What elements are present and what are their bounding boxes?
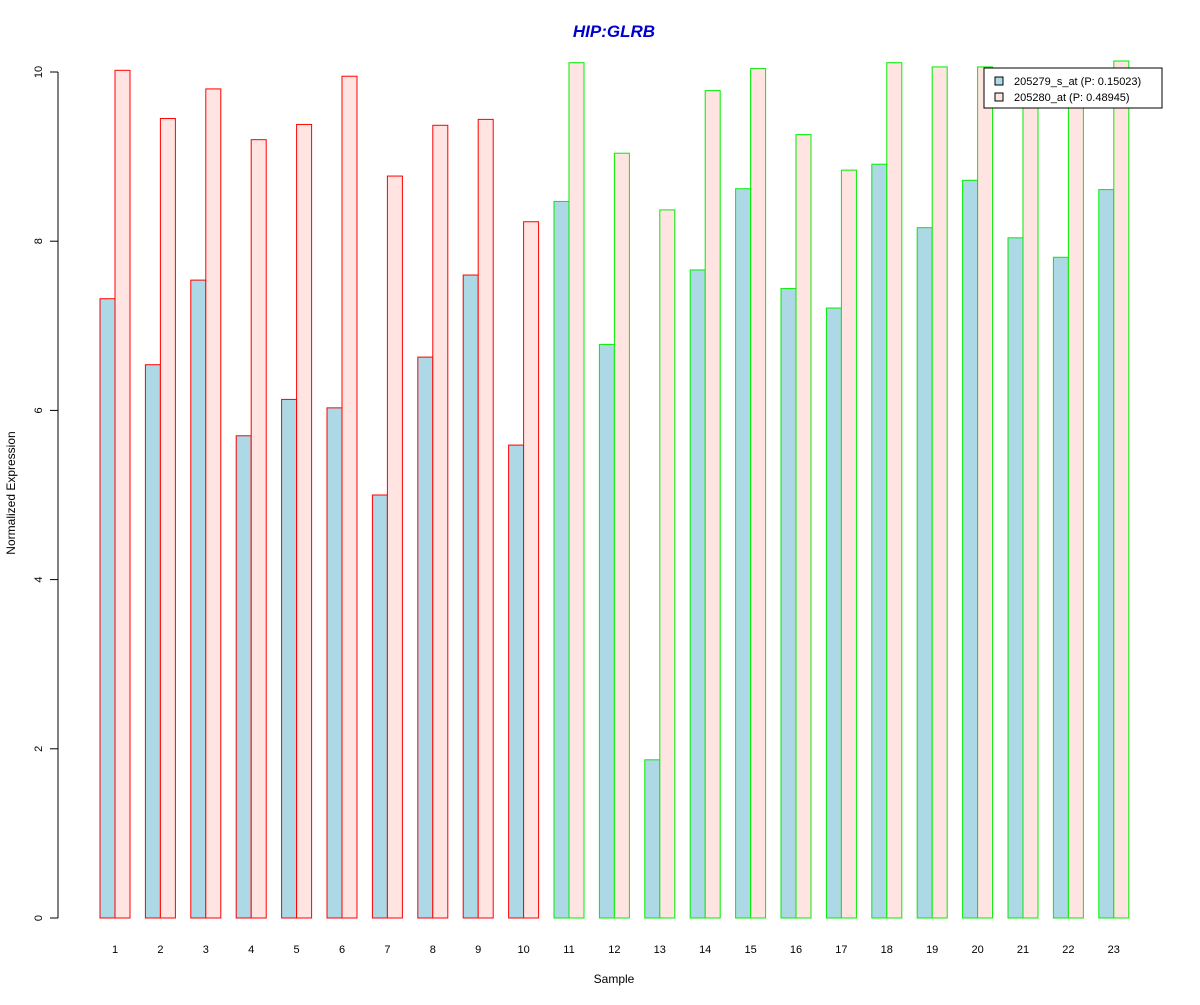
- bar-sample-16-series-2: [795, 134, 812, 919]
- bar-sample-8-series-2: [432, 124, 449, 919]
- bar-sample-10-series-1: [508, 444, 525, 919]
- bar-sample-1-series-1: [99, 298, 116, 919]
- legend-entry: 205279_s_at (P: 0.15023): [1014, 76, 1141, 88]
- chart-title: HIP:GLRB: [573, 22, 655, 41]
- bar-sample-2-series-1: [144, 364, 161, 919]
- bar-sample-5-series-2: [296, 123, 313, 919]
- x-tick-label: 2: [157, 944, 163, 956]
- x-tick-label: 20: [971, 944, 983, 956]
- bar-sample-3-series-1: [190, 279, 207, 919]
- bar-sample-21-series-1: [1007, 237, 1024, 919]
- y-tick-label: 6: [33, 407, 45, 413]
- bar-sample-21-series-2: [1022, 83, 1039, 919]
- bar-sample-3-series-2: [205, 88, 222, 919]
- x-tick-label: 17: [835, 944, 847, 956]
- x-axis-label: Sample: [594, 972, 635, 986]
- x-tick-label: 11: [563, 944, 574, 956]
- x-tick-label: 13: [654, 944, 666, 956]
- legend: 205279_s_at (P: 0.15023) 205280_at (P: 0.…: [983, 67, 1163, 109]
- bar-sample-20-series-2: [977, 66, 994, 919]
- bar-sample-4-series-1: [235, 435, 252, 919]
- x-tick-label: 3: [203, 944, 209, 956]
- legend-swatch: [994, 76, 1004, 86]
- bar-sample-6-series-2: [341, 75, 358, 919]
- x-tick-label: 1: [112, 944, 118, 956]
- bar-sample-13-series-2: [659, 209, 676, 919]
- bar-sample-12-series-2: [613, 152, 630, 919]
- bar-sample-9-series-1: [462, 274, 479, 919]
- y-axis: 0 2 4 6 8 10: [33, 66, 59, 921]
- bar-sample-5-series-1: [281, 398, 298, 919]
- y-tick-label: 10: [33, 66, 45, 78]
- bar-sample-12-series-1: [598, 343, 615, 919]
- x-tick-label: 10: [517, 944, 529, 956]
- bar-sample-4-series-2: [250, 139, 267, 919]
- x-tick-label: 21: [1017, 944, 1029, 956]
- bar-sample-23-series-1: [1098, 189, 1115, 919]
- y-tick-label: 2: [33, 746, 45, 752]
- bar-sample-14-series-1: [689, 269, 706, 919]
- bar-sample-17-series-1: [825, 307, 842, 919]
- bar-sample-8-series-1: [417, 356, 434, 919]
- bar-sample-10-series-2: [523, 221, 540, 919]
- x-tick-label: 16: [790, 944, 802, 956]
- bar-sample-15-series-2: [750, 68, 767, 919]
- x-tick-label: 22: [1062, 944, 1074, 956]
- bar-sample-1-series-2: [114, 69, 131, 919]
- y-axis-label: Normalized Expression: [4, 431, 18, 554]
- bar-sample-22-series-1: [1052, 256, 1069, 919]
- bar-sample-14-series-2: [704, 90, 721, 919]
- x-tick-label: 14: [699, 944, 711, 956]
- bar-sample-18-series-1: [871, 163, 888, 919]
- bar-sample-15-series-1: [735, 188, 752, 919]
- x-tick-label: 4: [248, 944, 254, 956]
- bar-sample-22-series-2: [1067, 93, 1084, 919]
- bar-sample-7-series-2: [386, 175, 403, 919]
- bar-sample-6-series-1: [326, 407, 343, 919]
- bar-sample-2-series-2: [159, 118, 176, 919]
- bar-sample-7-series-1: [371, 494, 388, 919]
- bar-sample-13-series-1: [644, 759, 661, 919]
- x-tick-label: 5: [294, 944, 300, 956]
- legend-box: [983, 67, 1163, 109]
- bar-sample-23-series-2: [1113, 60, 1130, 919]
- bar-sample-20-series-1: [962, 179, 979, 919]
- y-tick-label: 4: [33, 577, 45, 583]
- x-tick-label: 7: [384, 944, 390, 956]
- bar-sample-19-series-2: [931, 66, 948, 919]
- x-tick-label: 15: [744, 944, 756, 956]
- bars-group: [99, 60, 1130, 919]
- x-tick-labels: 1 2 3 4 5 6 7 8 9 10 11 12 13 14 15 16 17 18 19 20 21 22 23: [112, 944, 1120, 956]
- bar-sample-18-series-2: [886, 62, 903, 919]
- x-tick-label: 18: [881, 944, 893, 956]
- y-tick-label: 8: [33, 238, 45, 244]
- x-tick-label: 19: [926, 944, 938, 956]
- bar-sample-17-series-2: [840, 169, 857, 919]
- x-tick-label: 23: [1108, 944, 1120, 956]
- x-tick-label: 12: [608, 944, 620, 956]
- x-tick-label: 8: [430, 944, 436, 956]
- bar-sample-16-series-1: [780, 288, 797, 919]
- legend-swatch: [994, 92, 1004, 102]
- bar-sample-11-series-2: [568, 62, 585, 919]
- bar-sample-9-series-2: [477, 118, 494, 919]
- bar-sample-19-series-1: [916, 227, 933, 919]
- bar-sample-11-series-1: [553, 200, 570, 919]
- y-tick-label: 0: [33, 915, 45, 921]
- x-tick-label: 6: [339, 944, 345, 956]
- x-tick-label: 9: [475, 944, 481, 956]
- legend-entry: 205280_at (P: 0.48945): [1014, 92, 1130, 104]
